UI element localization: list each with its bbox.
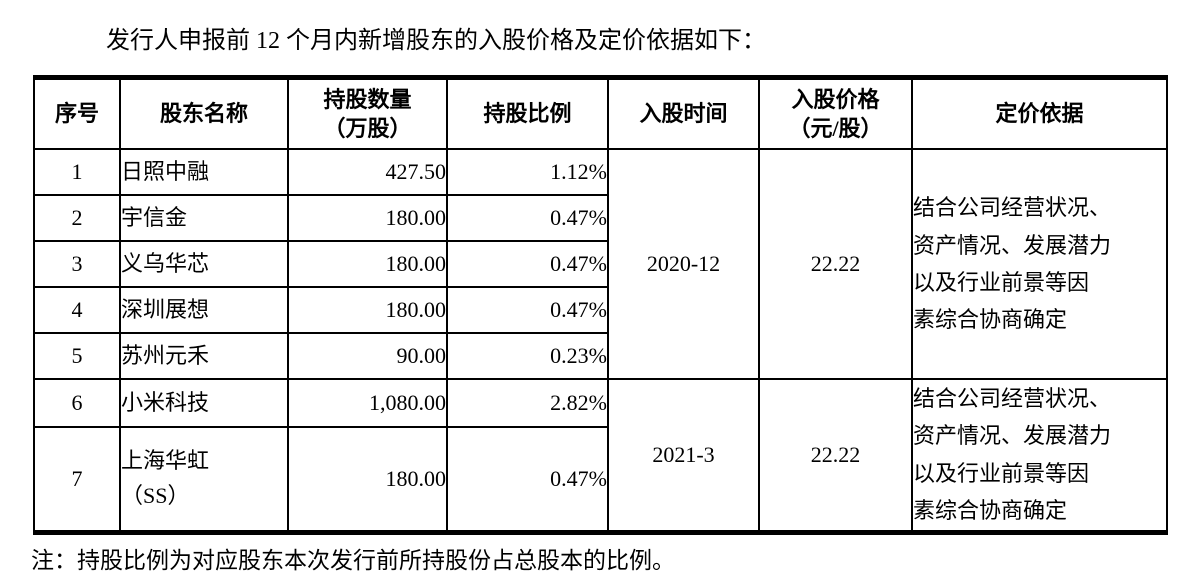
cell-seq: 4 xyxy=(33,286,121,334)
cell-name: 日照中融 xyxy=(119,148,289,196)
cell-seq: 3 xyxy=(33,240,121,288)
cell-name: 苏州元禾 xyxy=(119,332,289,380)
cell-basis-group2: 结合公司经营状况、 资产情况、发展潜力 以及行业前景等因 素综合协商确定 xyxy=(911,377,1168,534)
cell-ratio: 0.47% xyxy=(446,425,609,534)
table-row: 7 上海华虹 （SS） 180.00 0.47% xyxy=(33,425,1167,534)
cell-price-group2: 22.22 xyxy=(758,377,913,534)
col-header-price: 入股价格 （元/股） xyxy=(758,76,913,150)
cell-name: 宇信金 xyxy=(119,194,289,242)
cell-seq: 6 xyxy=(33,378,121,428)
cell-time-group2: 2021-3 xyxy=(607,377,760,534)
col-header-ratio: 持股比例 xyxy=(446,76,609,150)
cell-ratio: 0.23% xyxy=(446,332,609,380)
cell-shares: 427.50 xyxy=(287,148,448,196)
cell-shares: 180.00 xyxy=(287,240,448,288)
table-row: 5 苏州元禾 90.00 0.23% xyxy=(33,332,1167,380)
table-row: 3 义乌华芯 180.00 0.47% xyxy=(33,240,1167,288)
cell-shares: 1,080.00 xyxy=(287,378,448,428)
footnote: 注：持股比例为对应股东本次发行前所持股份占总股本的比例。 xyxy=(31,548,675,572)
col-header-time: 入股时间 xyxy=(607,76,760,150)
cell-shares: 180.00 xyxy=(287,425,448,534)
cell-name: 义乌华芯 xyxy=(119,240,289,288)
table-row: 1 日照中融 427.50 1.12% 2020-12 22.22 结合公司经营… xyxy=(33,148,1168,380)
col-header-name: 股东名称 xyxy=(119,76,289,150)
table-header-row: 序号 股东名称 持股数量 （万股） 持股比例 入股时间 入股价格 （元/股） 定… xyxy=(33,76,1168,150)
cell-shares: 180.00 xyxy=(287,194,448,242)
cell-time-group1: 2020-12 xyxy=(607,148,760,380)
cell-ratio: 1.12% xyxy=(446,148,609,196)
cell-basis-group1: 结合公司经营状况、 资产情况、发展潜力 以及行业前景等因 素综合协商确定 xyxy=(911,148,1168,380)
cell-ratio: 0.47% xyxy=(446,286,609,334)
cell-name: 小米科技 xyxy=(119,378,289,428)
cell-shares: 180.00 xyxy=(287,286,448,334)
table-row: 4 深圳展想 180.00 0.47% xyxy=(33,286,1167,334)
col-header-seq: 序号 xyxy=(33,76,121,150)
cell-price-group1: 22.22 xyxy=(758,148,913,380)
cell-seq: 5 xyxy=(33,332,121,380)
cell-ratio: 0.47% xyxy=(446,194,609,242)
cell-name: 上海华虹 （SS） xyxy=(119,425,289,534)
cell-name: 深圳展想 xyxy=(119,286,289,334)
cell-seq: 7 xyxy=(33,425,121,534)
cell-ratio: 0.47% xyxy=(446,240,609,288)
table-row: 6 小米科技 1,080.00 2.82% 2021-3 22.22 结合公司经… xyxy=(33,377,1168,534)
col-header-basis: 定价依据 xyxy=(911,76,1168,150)
cell-ratio: 2.82% xyxy=(446,378,609,428)
shareholder-table: 序号 股东名称 持股数量 （万股） 持股比例 入股时间 入股价格 （元/股） 定… xyxy=(33,75,1168,535)
cell-shares: 90.00 xyxy=(287,332,448,380)
col-header-shares: 持股数量 （万股） xyxy=(287,76,448,150)
cell-seq: 1 xyxy=(33,148,121,196)
table-row: 2 宇信金 180.00 0.47% xyxy=(33,194,1167,242)
cell-seq: 2 xyxy=(33,194,121,242)
intro-paragraph: 发行人申报前 12 个月内新增股东的入股价格及定价依据如下： xyxy=(106,28,766,54)
